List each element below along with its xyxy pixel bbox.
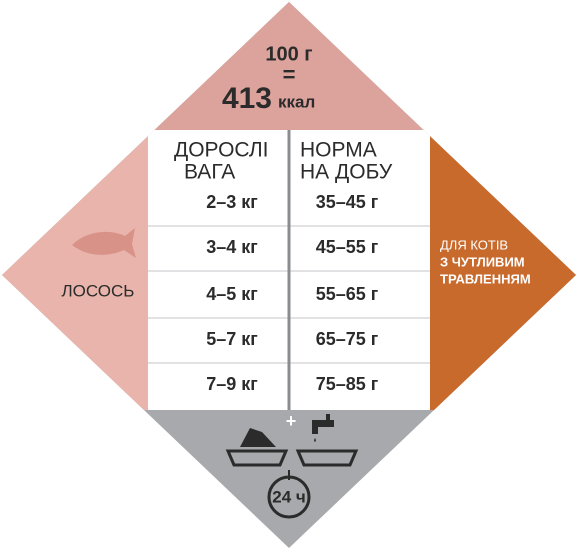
col-header: ДОРОСЛІ — [174, 139, 269, 162]
table-cell: 5–7 кг — [206, 329, 258, 349]
equals: = — [283, 62, 296, 87]
target-line: ДЛЯ КОТІВ — [440, 237, 508, 252]
col-header: ВАГА — [184, 161, 235, 184]
time: 24 ч — [272, 487, 306, 506]
right-region — [430, 130, 578, 410]
flavor: ЛОСОСЬ — [62, 281, 135, 300]
target-line: З ЧУТЛИВИМ — [440, 254, 525, 269]
left-region — [0, 130, 148, 410]
table-cell: 65–75 г — [316, 329, 379, 349]
table-cell: 2–3 кг — [206, 192, 258, 212]
target-line: ТРАВЛЕННЯМ — [440, 271, 531, 286]
unit: ккал — [278, 92, 315, 111]
table-cell: 7–9 кг — [206, 374, 258, 394]
col-header: НОРМА — [300, 139, 377, 162]
table-cell: 55–65 г — [316, 284, 379, 304]
table-cell: 3–4 кг — [206, 237, 258, 257]
table-cell: 4–5 кг — [206, 284, 258, 304]
col-header: НА ДОБУ — [300, 161, 393, 184]
table-cell: 35–45 г — [316, 192, 379, 212]
plus: + — [286, 411, 297, 431]
calories: 413 — [222, 82, 272, 115]
table-cell: 75–85 г — [316, 374, 379, 394]
table-cell: 45–55 г — [316, 237, 379, 257]
